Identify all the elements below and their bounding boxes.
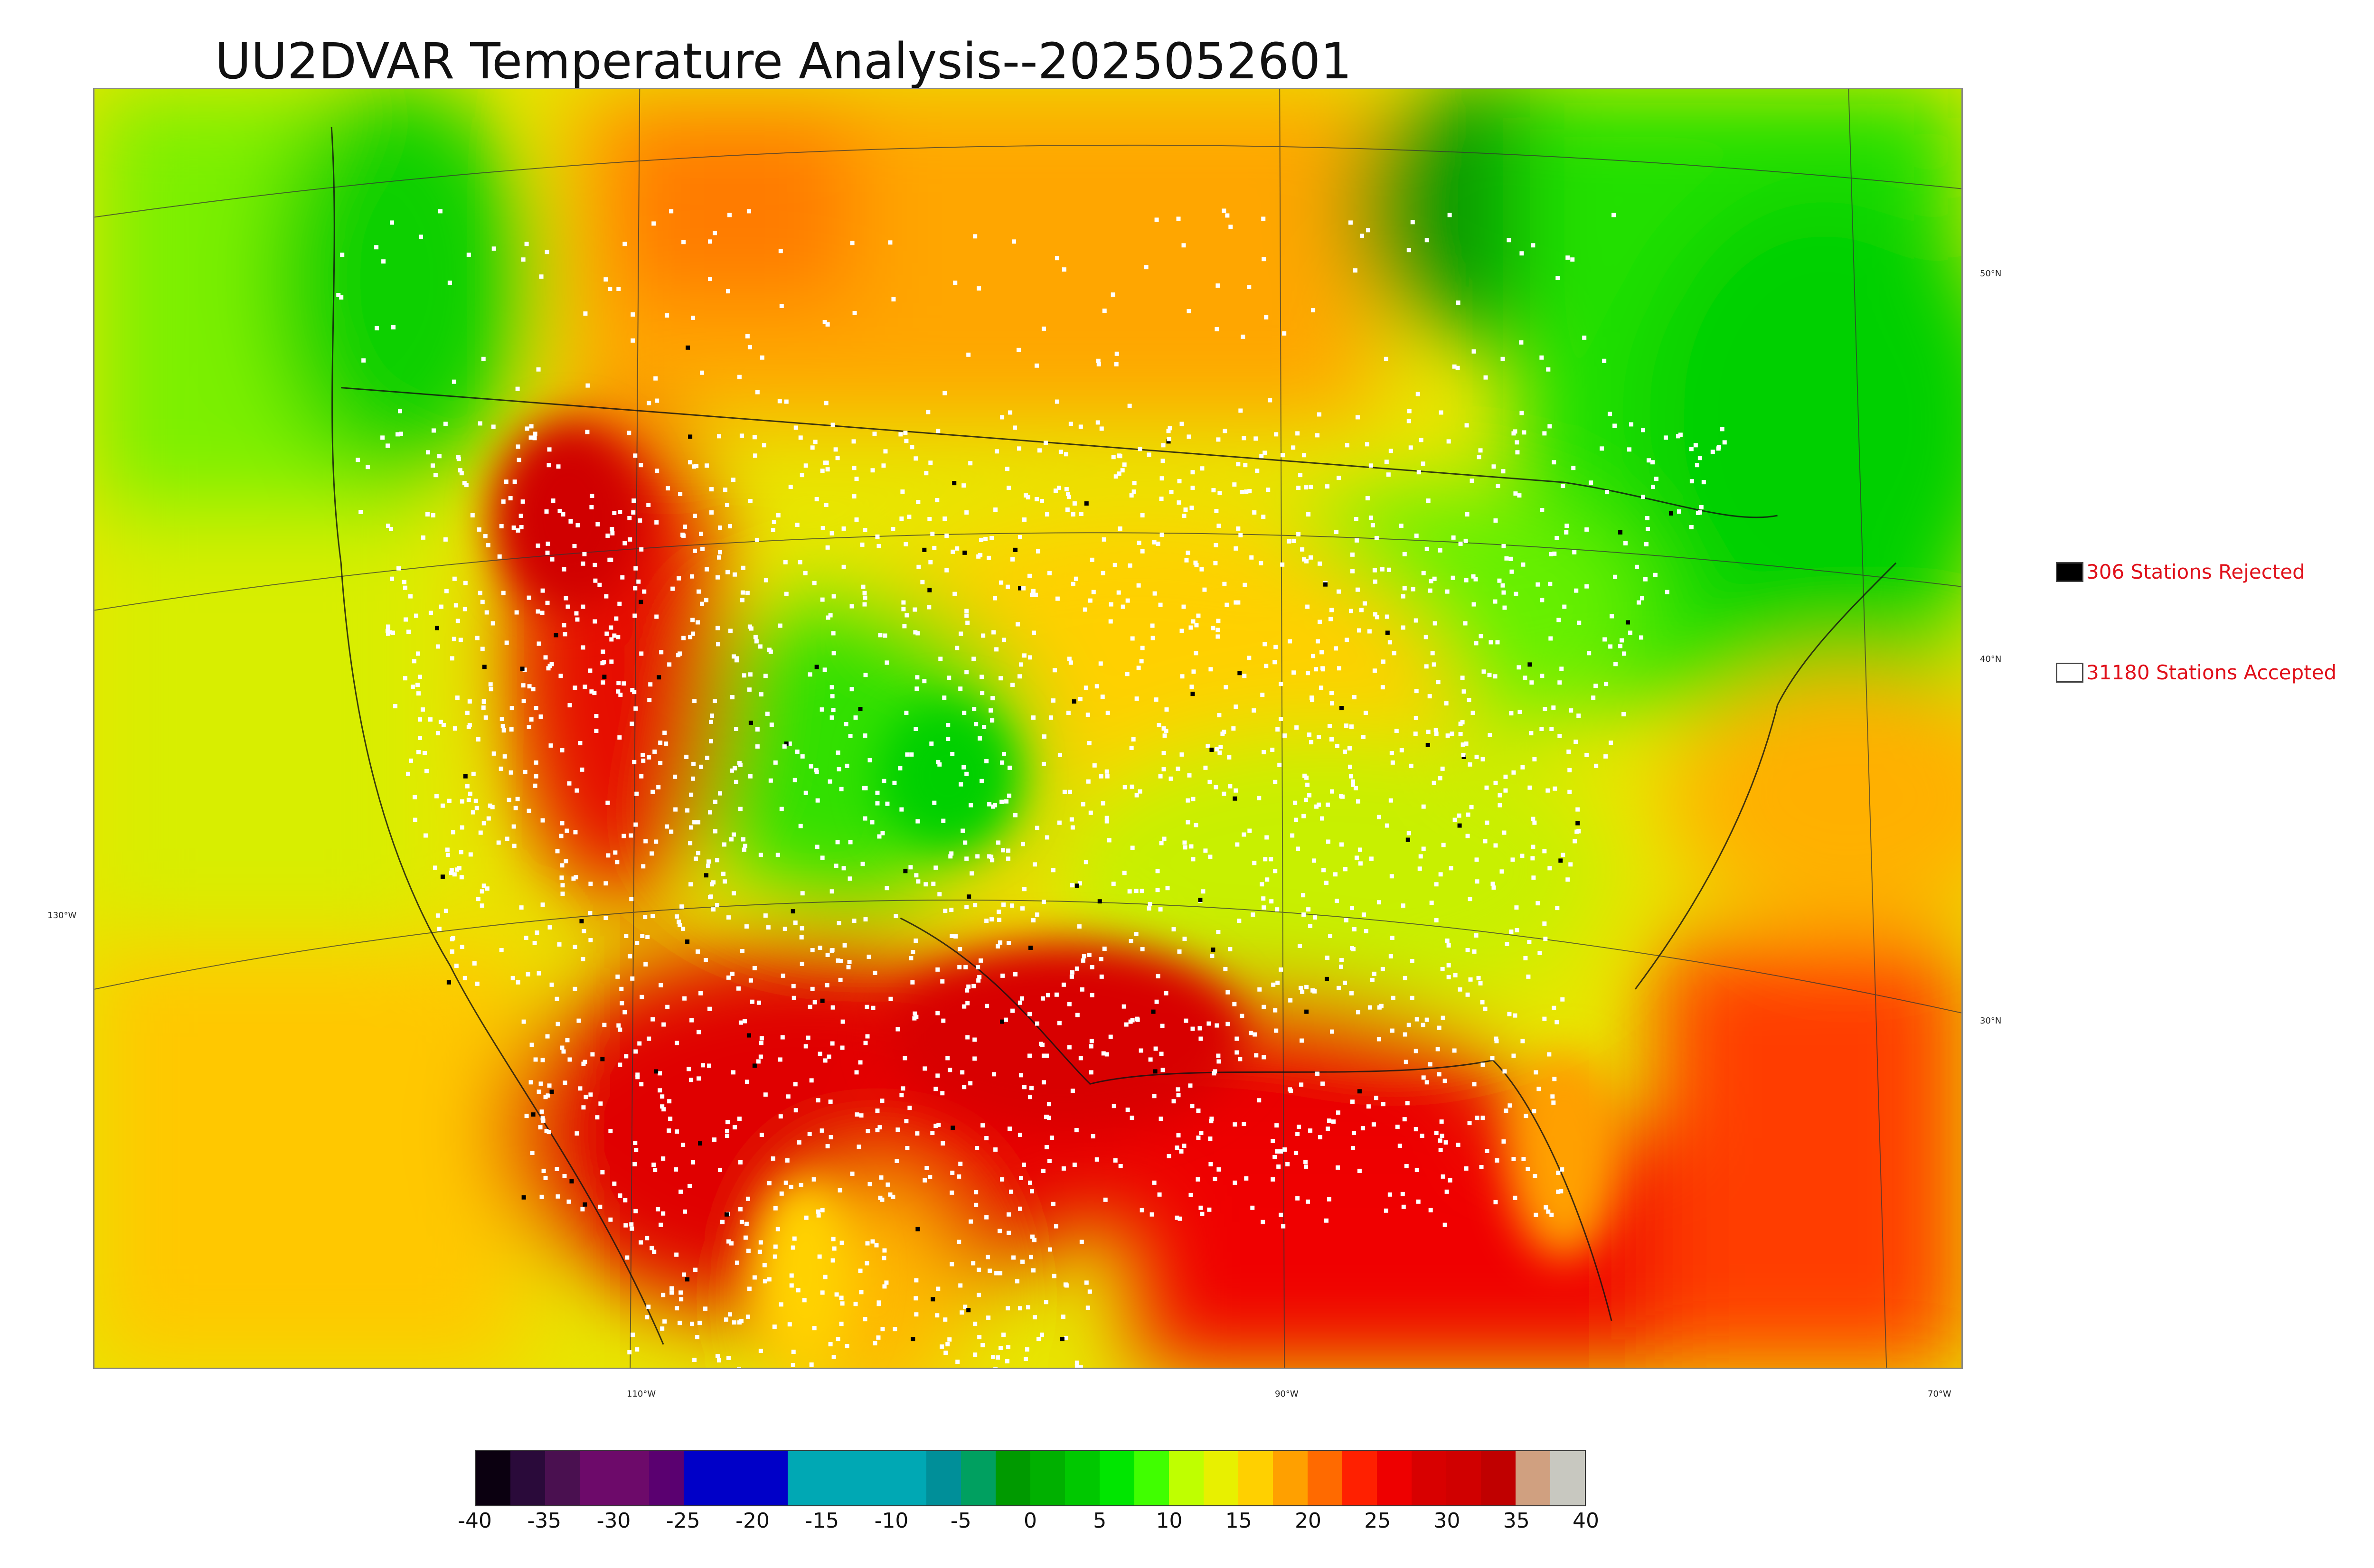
colorbar-segment xyxy=(1308,1451,1342,1505)
colorbar-tick-label: -10 xyxy=(874,1509,909,1533)
colorbar-segment xyxy=(1238,1451,1273,1505)
lon-label-130w: 130°W xyxy=(47,911,77,920)
colorbar-tick-label: 0 xyxy=(1024,1509,1037,1533)
colorbar-segment xyxy=(580,1451,614,1505)
colorbar-segment xyxy=(718,1451,753,1505)
colorbar-segment xyxy=(1169,1451,1204,1505)
colorbar-segment xyxy=(961,1451,996,1505)
colorbar-segment xyxy=(857,1451,892,1505)
accepted-swatch xyxy=(2056,662,2083,683)
colorbar-segment xyxy=(684,1451,718,1505)
colorbar-segment xyxy=(1377,1451,1412,1505)
colorbar-tick-label: 25 xyxy=(1364,1509,1391,1533)
temperature-colorbar xyxy=(475,1450,1586,1506)
colorbar-segment xyxy=(1481,1451,1516,1505)
map-canvas xyxy=(94,89,1961,1368)
graticule xyxy=(94,89,1961,1368)
colorbar-segment xyxy=(545,1451,580,1505)
colorbar-tick-label: -15 xyxy=(805,1509,839,1533)
colorbar-tick-label: -20 xyxy=(735,1509,770,1533)
colorbar-segment xyxy=(753,1451,788,1505)
colorbar-segment xyxy=(614,1451,649,1505)
legend-rejected: 306 Stations Rejected xyxy=(2056,560,2305,583)
colorbar-segment xyxy=(1516,1451,1550,1505)
colorbar-tick-label: 20 xyxy=(1295,1509,1321,1533)
colorbar-tick-label: 5 xyxy=(1093,1509,1107,1533)
temperature-field xyxy=(94,89,1961,1368)
lon-label-110w: 110°W xyxy=(627,1389,656,1399)
colorbar-segment xyxy=(1134,1451,1169,1505)
colorbar-segment xyxy=(996,1451,1030,1505)
colorbar-segment xyxy=(1550,1451,1585,1505)
station-markers xyxy=(336,208,1727,1368)
colorbar-tick-label: 15 xyxy=(1225,1509,1252,1533)
colorbar-segment xyxy=(1412,1451,1446,1505)
coastlines xyxy=(330,127,1897,1345)
lon-label-90w: 90°W xyxy=(1275,1389,1299,1399)
colorbar-segment xyxy=(510,1451,545,1505)
colorbar-tick-label: 40 xyxy=(1573,1509,1599,1533)
colorbar-segment xyxy=(822,1451,857,1505)
colorbar-segment xyxy=(892,1451,926,1505)
colorbar-tick-label: -25 xyxy=(666,1509,700,1533)
colorbar-segment xyxy=(1100,1451,1134,1505)
colorbar-tick-label: -30 xyxy=(596,1509,631,1533)
temperature-map[interactable] xyxy=(93,88,1963,1369)
colorbar-segment xyxy=(1446,1451,1481,1505)
colorbar-segment xyxy=(649,1451,684,1505)
colorbar-segment xyxy=(1204,1451,1238,1505)
lon-label-70w: 70°W xyxy=(1928,1389,1951,1399)
accepted-label: 31180 Stations Accepted xyxy=(2086,661,2337,684)
colorbar-tick-label: -40 xyxy=(458,1509,492,1533)
colorbar-tick-label: 30 xyxy=(1433,1509,1460,1533)
legend-accepted: 31180 Stations Accepted xyxy=(2056,661,2336,684)
colorbar-segment xyxy=(1342,1451,1377,1505)
colorbar-segment xyxy=(476,1451,510,1505)
colorbar-tick-label: -5 xyxy=(950,1509,971,1533)
colorbar-tick-label: 10 xyxy=(1156,1509,1183,1533)
rejected-swatch xyxy=(2056,562,2083,582)
colorbar-segment xyxy=(926,1451,961,1505)
map-title: UU2DVAR Temperature Analysis--2025052601 xyxy=(215,32,1352,90)
colorbar-segment xyxy=(788,1451,822,1505)
rejected-label: 306 Stations Rejected xyxy=(2086,560,2305,583)
lat-label-30n: 30°N xyxy=(1980,1016,2002,1026)
colorbar-tick-label: 35 xyxy=(1503,1509,1530,1533)
colorbar-segment xyxy=(1030,1451,1065,1505)
colorbar-segment xyxy=(1273,1451,1308,1505)
lat-label-50n: 50°N xyxy=(1980,269,2002,279)
colorbar-tick-label: -35 xyxy=(527,1509,562,1533)
colorbar-segment xyxy=(1065,1451,1100,1505)
detail-field xyxy=(492,421,1621,1368)
lat-label-40n: 40°N xyxy=(1980,654,2002,664)
